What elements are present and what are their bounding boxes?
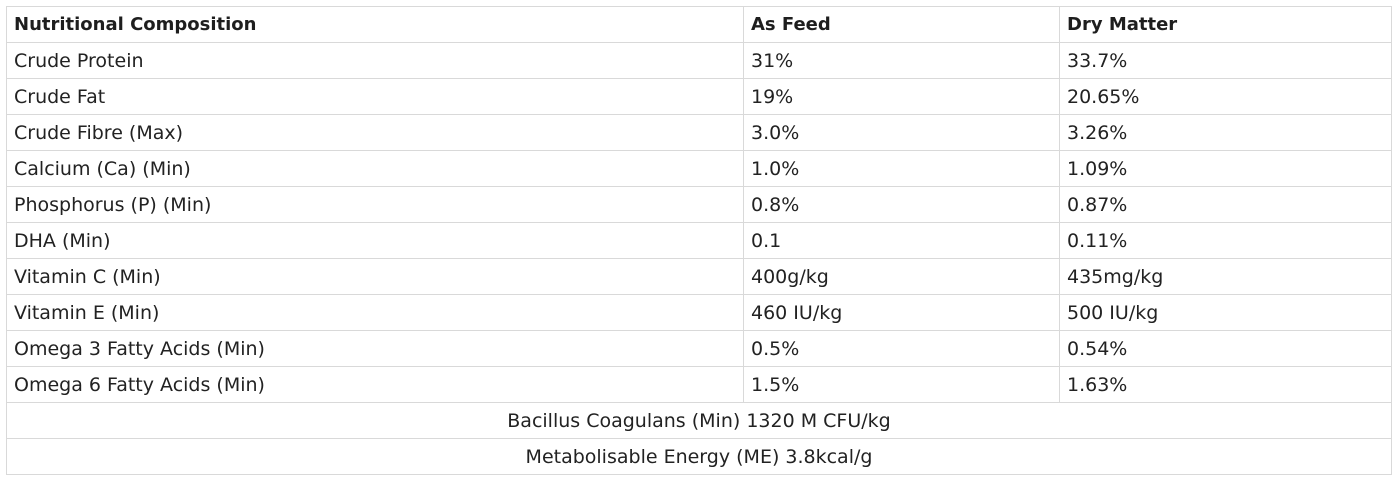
nutrient-name-cell: Vitamin E (Min) — [6, 294, 744, 331]
table-row-full-width: Metabolisable Energy (ME) 3.8kcal/g — [6, 438, 1392, 475]
dry-matter-value-cell: 0.87% — [1059, 186, 1392, 223]
dry-matter-value-cell: 435mg/kg — [1059, 258, 1392, 295]
nutrient-name-cell: Crude Fibre (Max) — [6, 114, 744, 151]
nutrition-table: Nutritional Composition As Feed Dry Matt… — [6, 6, 1392, 475]
as-feed-value-cell: 1.5% — [743, 366, 1060, 403]
as-feed-value-cell: 19% — [743, 78, 1060, 115]
table-row: Vitamin C (Min) 400g/kg 435mg/kg — [6, 258, 1392, 295]
nutrient-name-cell: DHA (Min) — [6, 222, 744, 259]
nutrient-name-cell: Crude Protein — [6, 42, 744, 79]
table-row: Phosphorus (P) (Min) 0.8% 0.87% — [6, 186, 1392, 223]
as-feed-value-cell: 460 IU/kg — [743, 294, 1060, 331]
table-row: Vitamin E (Min) 460 IU/kg 500 IU/kg — [6, 294, 1392, 331]
column-header-nutritional-composition: Nutritional Composition — [6, 6, 744, 43]
table-header-row: Nutritional Composition As Feed Dry Matt… — [6, 6, 1392, 43]
nutrient-name-cell: Crude Fat — [6, 78, 744, 115]
as-feed-value-cell: 1.0% — [743, 150, 1060, 187]
dry-matter-value-cell: 1.63% — [1059, 366, 1392, 403]
bacillus-coagulans-cell: Bacillus Coagulans (Min) 1320 M CFU/kg — [6, 402, 1392, 439]
nutrient-name-cell: Omega 6 Fatty Acids (Min) — [6, 366, 744, 403]
as-feed-value-cell: 31% — [743, 42, 1060, 79]
nutrient-name-cell: Omega 3 Fatty Acids (Min) — [6, 330, 744, 367]
dry-matter-value-cell: 33.7% — [1059, 42, 1392, 79]
nutrient-name-cell: Vitamin C (Min) — [6, 258, 744, 295]
dry-matter-value-cell: 0.11% — [1059, 222, 1392, 259]
table-row: Crude Fibre (Max) 3.0% 3.26% — [6, 114, 1392, 151]
as-feed-value-cell: 400g/kg — [743, 258, 1060, 295]
dry-matter-value-cell: 500 IU/kg — [1059, 294, 1392, 331]
table-row: Calcium (Ca) (Min) 1.0% 1.09% — [6, 150, 1392, 187]
table-row: Omega 6 Fatty Acids (Min) 1.5% 1.63% — [6, 366, 1392, 403]
dry-matter-value-cell: 20.65% — [1059, 78, 1392, 115]
dry-matter-value-cell: 3.26% — [1059, 114, 1392, 151]
table-row: Crude Fat 19% 20.65% — [6, 78, 1392, 115]
dry-matter-value-cell: 0.54% — [1059, 330, 1392, 367]
metabolisable-energy-cell: Metabolisable Energy (ME) 3.8kcal/g — [6, 438, 1392, 475]
table-row: Omega 3 Fatty Acids (Min) 0.5% 0.54% — [6, 330, 1392, 367]
nutrient-name-cell: Phosphorus (P) (Min) — [6, 186, 744, 223]
as-feed-value-cell: 3.0% — [743, 114, 1060, 151]
column-header-dry-matter: Dry Matter — [1059, 6, 1392, 43]
table-row: DHA (Min) 0.1 0.11% — [6, 222, 1392, 259]
dry-matter-value-cell: 1.09% — [1059, 150, 1392, 187]
table-row-full-width: Bacillus Coagulans (Min) 1320 M CFU/kg — [6, 402, 1392, 439]
table-row: Crude Protein 31% 33.7% — [6, 42, 1392, 79]
column-header-as-feed: As Feed — [743, 6, 1060, 43]
as-feed-value-cell: 0.5% — [743, 330, 1060, 367]
nutrient-name-cell: Calcium (Ca) (Min) — [6, 150, 744, 187]
as-feed-value-cell: 0.1 — [743, 222, 1060, 259]
as-feed-value-cell: 0.8% — [743, 186, 1060, 223]
